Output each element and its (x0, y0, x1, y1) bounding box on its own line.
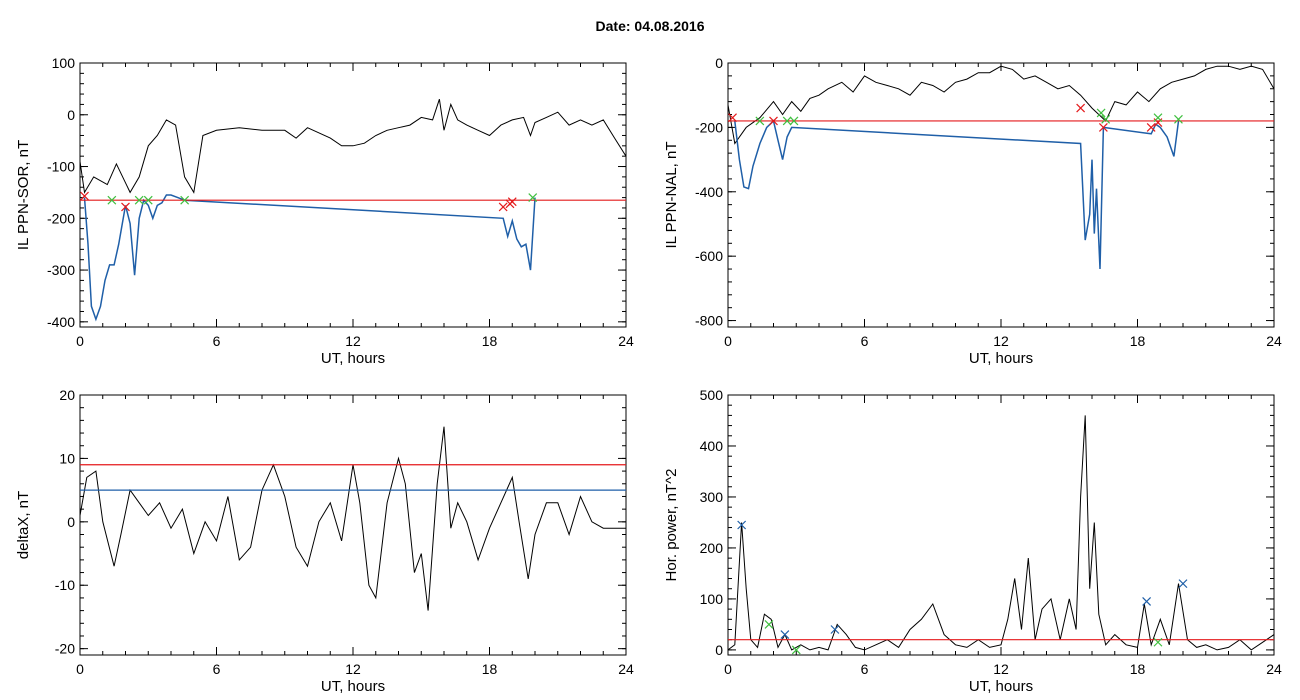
x-tick-label: 12 (993, 661, 1009, 677)
plot-area (728, 65, 1274, 270)
y-tick-label: 0 (715, 642, 723, 658)
x-tick-label: 12 (345, 333, 361, 349)
x-tick-label: 6 (861, 661, 869, 677)
green-x-marker (134, 195, 144, 205)
y-tick-label: -100 (47, 159, 75, 175)
plot-frame (79, 394, 627, 656)
x-tick-label: 12 (345, 661, 361, 677)
x-tick-label: 0 (76, 333, 84, 349)
x-tick-label: 6 (861, 333, 869, 349)
plot-frame (727, 62, 1275, 328)
y-tick-label: 300 (700, 489, 724, 505)
y-tick-label: 20 (59, 387, 75, 403)
panel-nal: 0 6 12 18 24 0 -200 -400 -600 -800 UT, hours IL PPN… (663, 55, 1282, 367)
y-tick-label: -200 (47, 210, 75, 226)
y-tick-label: 0 (67, 107, 75, 123)
x-tick-label: 18 (1130, 661, 1146, 677)
red-x-marker (507, 197, 517, 207)
red-x-marker (498, 202, 508, 212)
x-tick-label: 0 (76, 661, 84, 677)
y-tick-label: -200 (695, 119, 723, 135)
y-tick-label: -800 (695, 313, 723, 329)
x-tick-label: 24 (618, 661, 634, 677)
x-axis-label: UT, hours (969, 350, 1033, 367)
figure-title: Date: 04.08.2016 (595, 18, 705, 34)
green-x-marker (180, 195, 190, 205)
green-x-marker (1096, 108, 1106, 118)
y-tick-label: 100 (700, 591, 724, 607)
x-tick-label: 0 (724, 661, 732, 677)
x-axis-label: UT, hours (969, 678, 1033, 695)
red-x-marker (769, 116, 778, 126)
plot-area (80, 426, 626, 611)
y-tick-label: 0 (715, 55, 723, 71)
series-line (80, 99, 626, 194)
x-tick-label: 0 (724, 333, 732, 349)
red-x-marker (1146, 122, 1156, 132)
red-x-marker (121, 202, 130, 212)
plot-frame (79, 62, 627, 328)
green-x-marker (143, 195, 153, 205)
x-tick-label: 24 (1266, 661, 1282, 677)
event-series-line (83, 194, 536, 322)
y-tick-label: -600 (695, 248, 723, 264)
y-tick-label: -10 (55, 577, 75, 593)
x-tick-label: 6 (213, 661, 221, 677)
red-x-marker (728, 113, 737, 123)
green-x-marker (1153, 637, 1163, 647)
y-tick-label: 400 (700, 438, 724, 454)
x-tick-label: 24 (1266, 333, 1282, 349)
x-axis-label: UT, hours (321, 350, 385, 367)
x-tick-label: 18 (1130, 333, 1146, 349)
y-axis-label: IL PPN-NAL, nT (663, 142, 680, 249)
y-tick-label: 200 (700, 540, 724, 556)
blue-x-marker (1178, 579, 1188, 589)
panel-power: 0 6 12 18 24 500 400 300 200 100 0 UT, hours Hor. po… (663, 387, 1282, 695)
y-tick-label: -400 (695, 184, 723, 200)
x-tick-label: 24 (618, 333, 634, 349)
y-axis-label: deltaX, nT (15, 491, 32, 559)
red-x-marker (80, 191, 89, 201)
y-tick-label: 500 (700, 387, 724, 403)
panel-deltax: 0 6 12 18 24 20 10 0 -10 -20 UT, hours deltaX, nT (15, 387, 634, 695)
y-axis-label: Hor. power, nT^2 (663, 469, 680, 582)
blue-x-marker (737, 520, 747, 530)
series-line (728, 65, 1274, 145)
y-tick-label: -300 (47, 262, 75, 278)
red-x-marker (1076, 103, 1086, 113)
event-series-line (734, 119, 1180, 270)
green-x-marker (528, 193, 538, 203)
x-axis-label: UT, hours (321, 678, 385, 695)
series-line (80, 426, 626, 611)
x-tick-label: 6 (213, 333, 221, 349)
plot-area (728, 415, 1274, 651)
green-x-marker (1153, 113, 1163, 123)
y-tick-label: 0 (67, 514, 75, 530)
green-x-marker (789, 116, 799, 126)
green-x-marker (1174, 114, 1183, 124)
blue-x-marker (830, 625, 840, 634)
y-axis-label: IL PPN-SOR, nT (15, 140, 32, 250)
green-x-marker (1101, 114, 1111, 124)
red-x-marker (1098, 122, 1108, 132)
panel-sor: 0 6 12 18 24 100 0 -100 -200 -300 -400 UT, hours IL … (15, 55, 634, 367)
x-tick-label: 18 (482, 333, 498, 349)
y-tick-label: -20 (55, 641, 75, 657)
series-line (728, 415, 1274, 651)
plot-area (80, 99, 626, 322)
blue-x-marker (780, 630, 790, 640)
green-x-marker (782, 116, 792, 126)
green-x-marker (791, 645, 801, 655)
x-tick-label: 18 (482, 661, 498, 677)
blue-x-marker (1142, 597, 1152, 606)
x-tick-label: 12 (993, 333, 1009, 349)
y-tick-label: 10 (59, 450, 75, 466)
green-x-marker (107, 195, 117, 205)
green-x-marker (764, 619, 774, 629)
green-x-marker (755, 116, 765, 126)
y-tick-label: 100 (52, 55, 76, 71)
y-tick-label: -400 (47, 314, 75, 330)
plot-frame (727, 394, 1275, 656)
